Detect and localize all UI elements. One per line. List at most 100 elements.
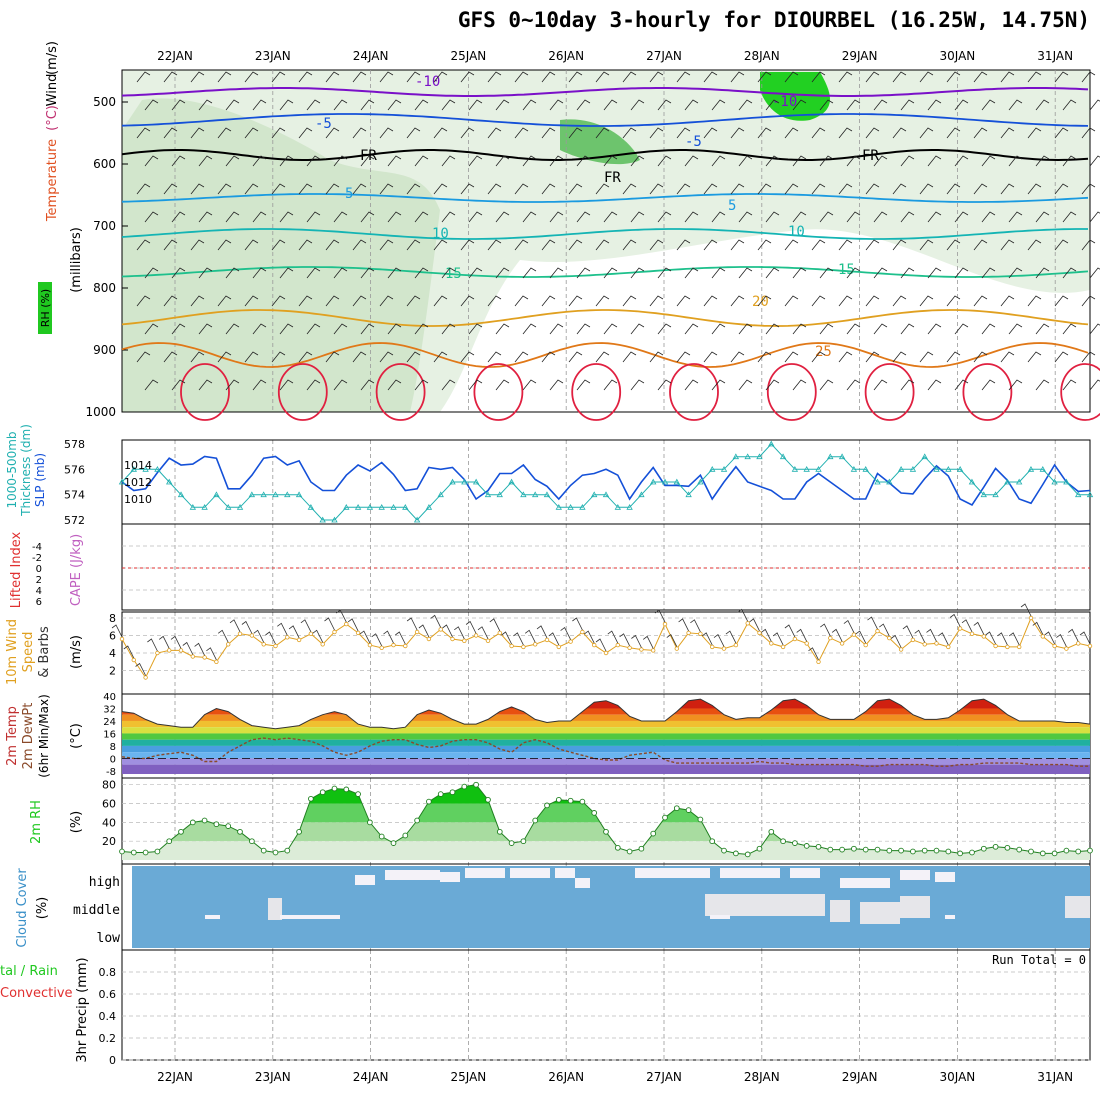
- wind-barb: [703, 183, 718, 195]
- wind-barb: [433, 183, 448, 195]
- wind-barb: [379, 351, 394, 363]
- wind-speed-point: [603, 650, 609, 656]
- temp-tick: 8: [110, 742, 116, 753]
- wind-barb: [163, 183, 178, 195]
- date-label-bottom: 29JAN: [842, 1070, 878, 1084]
- wind-speed-point: [733, 642, 739, 648]
- rh2m-point: [426, 798, 432, 805]
- wind-barb: [163, 239, 178, 251]
- wind-barb: [387, 323, 402, 335]
- wind10-axis-label: 10m Wind: [5, 619, 20, 685]
- rh2m-point: [862, 846, 869, 853]
- wind-barb: [657, 379, 672, 391]
- wind-speed-line: [121, 616, 1091, 679]
- wind-barb: [676, 127, 691, 139]
- wind-speed-point: [403, 643, 408, 649]
- contour-minus10-purple: [121, 87, 1089, 97]
- wind-barb: [703, 71, 718, 83]
- wind-barb: [522, 155, 537, 167]
- temp-color-band: [122, 752, 1090, 759]
- thickness-point: [673, 478, 681, 485]
- wind-barb: [514, 71, 529, 83]
- wind10-unit-label: (m/s): [69, 635, 84, 669]
- wind-barb: [495, 211, 510, 223]
- wind-barb: [1008, 155, 1023, 167]
- wind-barb: [1081, 183, 1096, 195]
- wind-barb: [622, 71, 637, 83]
- thickness-point: [378, 504, 385, 510]
- wind-barb: [252, 99, 267, 111]
- thickness-point: [390, 504, 397, 510]
- wind-barb: [190, 71, 205, 83]
- upper-panel-frame: [121, 69, 1091, 413]
- wind-barb-10m: [123, 645, 135, 659]
- thickness-point: [862, 466, 869, 472]
- contour-30-red: [962, 363, 1013, 421]
- wind-speed-point: [863, 642, 868, 648]
- rh2m-point: [874, 846, 881, 853]
- thickness-point: [815, 466, 822, 472]
- wind-speed-point: [521, 644, 526, 650]
- wind-barb-10m: [347, 618, 359, 632]
- wind-barb: [406, 183, 421, 195]
- wind-barb: [811, 127, 826, 139]
- wind-barb: [244, 183, 259, 195]
- wind-speed-point: [202, 655, 207, 660]
- rh2m-point: [189, 819, 196, 826]
- rh2m-point: [709, 838, 716, 845]
- wind-barb: [819, 267, 834, 279]
- temp-tick: 40: [103, 692, 116, 703]
- contour-30-red: [473, 363, 524, 421]
- wind-barb: [954, 323, 969, 335]
- contour-25-darkorange: [121, 342, 1089, 368]
- cloud-high-cell: [840, 878, 890, 888]
- wind-barb: [1089, 323, 1100, 335]
- wind10-speed-label: Speed: [21, 632, 36, 673]
- rh2m-point: [402, 832, 409, 839]
- wind-barb: [981, 155, 996, 167]
- temp-color-band: [122, 758, 1090, 765]
- wind-barb: [838, 127, 853, 139]
- thickness-tick: 578: [64, 438, 85, 451]
- wind-barb: [549, 155, 564, 167]
- wind-barb: [1000, 295, 1015, 307]
- wind-barb: [684, 99, 699, 111]
- date-label-top: 28JAN: [744, 49, 780, 63]
- wind-speed-point: [804, 641, 809, 646]
- temp-minmax-label: (6hr Min/Max): [37, 694, 51, 778]
- rh2m-point: [260, 847, 267, 854]
- wind-barb: [379, 71, 394, 83]
- wind-barb: [541, 183, 556, 195]
- wind-barb: [549, 323, 564, 335]
- wind-barb: [684, 379, 699, 391]
- wind-barb: [325, 351, 340, 363]
- wind-barb: [792, 267, 807, 279]
- wind-barb: [846, 155, 861, 167]
- rh2m-point: [201, 817, 208, 824]
- wind-speed-point: [379, 645, 384, 650]
- wind-barb: [1081, 127, 1096, 139]
- wind-barb: [900, 379, 915, 391]
- wind-barb: [414, 323, 429, 335]
- wind-barb: [441, 379, 456, 391]
- wind-speed-point: [851, 632, 857, 637]
- thickness-point: [945, 466, 952, 472]
- wind-speed-point: [237, 631, 243, 636]
- wind-barb-10m: [796, 628, 808, 642]
- slp-tick: 1014: [124, 459, 152, 472]
- wind-barb: [244, 127, 259, 139]
- date-label-top: 25JAN: [451, 49, 487, 63]
- wind-barb: [279, 99, 294, 111]
- wind-barb: [711, 155, 726, 167]
- rh-shade-green-peak: [760, 72, 830, 121]
- wind-barb: [684, 267, 699, 279]
- rh2m-point: [980, 845, 987, 852]
- cloud-high-cell: [385, 870, 415, 880]
- wind-speed-point: [922, 642, 927, 647]
- wind-barb: [468, 323, 483, 335]
- wind-barb: [406, 127, 421, 139]
- wind-barb: [1081, 71, 1096, 83]
- wind-barb: [360, 379, 375, 391]
- wind-barb: [765, 267, 780, 279]
- wind-barb: [1008, 379, 1023, 391]
